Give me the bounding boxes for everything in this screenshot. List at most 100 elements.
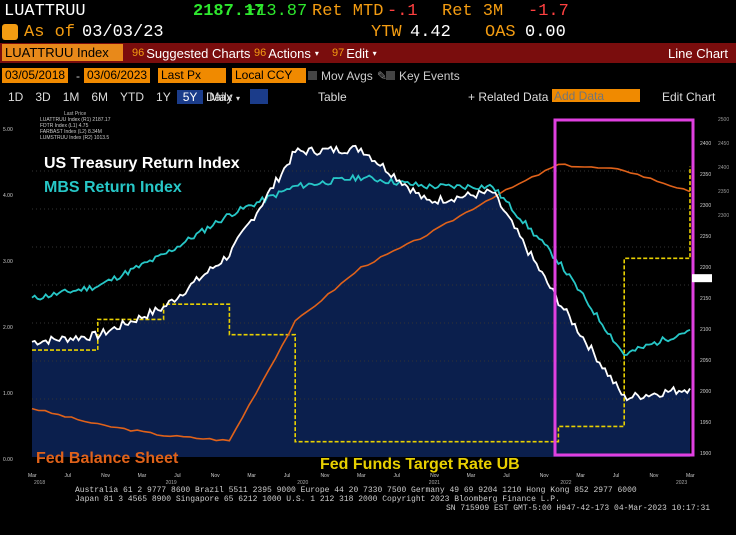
- frequency-label: Daily: [206, 89, 233, 104]
- footer: Australia 61 2 9777 8600 Brazil 5511 239…: [0, 486, 736, 530]
- mov-avgs-label: Mov Avgs: [321, 69, 373, 83]
- ticker[interactable]: LUATTRUU: [4, 1, 86, 21]
- actions-menu[interactable]: 96 Actions ▾: [248, 43, 325, 63]
- footer-line-3: SN 715909 EST GMT-5:00 H947-42-173 04-Ma…: [446, 504, 711, 513]
- x-axis-tick: Jul: [284, 473, 290, 479]
- line-style-icon[interactable]: [250, 89, 268, 104]
- key-events-label: Key Events: [399, 69, 460, 83]
- range-1m[interactable]: 1M: [62, 89, 80, 104]
- x-axis-tick: Mar: [28, 473, 37, 479]
- last-value-tag: [692, 274, 712, 283]
- edit-chart-button[interactable]: Edit Chart: [662, 89, 716, 104]
- left-axis-tick: 0.00: [3, 457, 13, 463]
- chevron-down-icon: ▾: [372, 48, 377, 58]
- x-axis-year: 2021: [429, 480, 440, 486]
- treasury-area: [32, 145, 690, 458]
- x-axis-tick: Mar: [247, 473, 256, 479]
- x-axis-tick: Mar: [686, 473, 695, 479]
- quote-row: LUATTRUU 2187.17 +13.87 Ret MTD -.1 Ret …: [0, 0, 736, 22]
- ret-mtd-value: -.1: [387, 1, 418, 21]
- add-data-input[interactable]: [552, 89, 640, 102]
- suggested-charts-hotkey: 96: [132, 47, 145, 59]
- x-axis-year: 2020: [297, 480, 308, 486]
- range-3d[interactable]: 3D: [35, 89, 51, 104]
- price-change: +13.87: [246, 1, 308, 21]
- ret-mtd-label: Ret MTD: [312, 1, 384, 21]
- related-data-button[interactable]: + Related Data: [468, 89, 549, 104]
- chart-toolbar: LUATTRUU Index 96 Suggested Charts 96 Acti…: [0, 43, 736, 63]
- pencil-icon: ✎: [376, 69, 387, 83]
- x-axis-tick: Jul: [174, 473, 180, 479]
- chevron-down-icon: ▾: [236, 93, 241, 103]
- range-1y[interactable]: 1Y: [156, 89, 171, 104]
- end-date-field[interactable]: 03/06/2023: [84, 68, 151, 83]
- x-axis-year: 2018: [34, 480, 45, 486]
- x-axis-tick: Jul: [394, 473, 400, 479]
- edit-hotkey: 97: [332, 47, 345, 59]
- x-axis-tick: Nov: [101, 473, 110, 479]
- right-axis-tick-secondary: 2450: [718, 141, 729, 147]
- checkbox-icon: [386, 71, 395, 80]
- right-axis-tick: 1900: [700, 451, 711, 457]
- ret-3m-value: -1.7: [528, 1, 569, 21]
- x-axis-tick: Mar: [576, 473, 585, 479]
- range-6m[interactable]: 6M: [91, 89, 109, 104]
- right-axis-tick-secondary: 2500: [718, 117, 729, 123]
- x-axis-tick: Nov: [320, 473, 329, 479]
- ret-3m-label: Ret 3M: [442, 1, 504, 21]
- right-axis-tick-secondary: 2400: [718, 165, 729, 171]
- edit-menu[interactable]: 97 Edit ▾: [326, 43, 383, 63]
- mov-avgs-toggle[interactable]: Mov Avgs ✎: [308, 69, 387, 83]
- security-field[interactable]: LUATTRUU Index: [2, 44, 123, 61]
- left-axis-tick: 5.00: [3, 127, 13, 133]
- right-axis-tick: 2150: [700, 296, 711, 302]
- right-axis-tick: 2350: [700, 172, 711, 178]
- fed-balance-line: [31, 163, 691, 442]
- chevron-down-icon: ▾: [314, 48, 319, 58]
- right-axis-tick-secondary: 2350: [718, 189, 729, 195]
- suggested-charts-label: Suggested Charts: [146, 45, 251, 61]
- fed-bs-annotation: Fed Balance Sheet: [36, 450, 179, 467]
- legend-item: LUMSTRUU Index (R2) 1013.5: [40, 135, 109, 141]
- edit-label: Edit: [346, 45, 369, 61]
- start-date-field[interactable]: 03/05/2018: [2, 68, 69, 83]
- fed-funds-annotation: Fed Funds Target Rate UB: [320, 456, 520, 473]
- range-1d[interactable]: 1D: [8, 89, 24, 104]
- frequency-select[interactable]: Daily ▾: [206, 90, 240, 104]
- legend-item: FDTR Index (L1) 4.75: [40, 123, 89, 129]
- suggested-charts-menu[interactable]: 96 Suggested Charts: [126, 43, 256, 63]
- oas-label: OAS: [485, 22, 516, 42]
- x-axis-tick: Jul: [503, 473, 509, 479]
- legend-title: Last Price: [64, 111, 86, 117]
- date-controls: 03/05/2018 - 03/06/2023 Last Px Local CC…: [0, 66, 736, 86]
- x-axis-tick: Mar: [357, 473, 366, 479]
- key-events-toggle[interactable]: Key Events: [386, 69, 460, 83]
- right-axis-tick: 2300: [700, 203, 711, 209]
- footer-line-1: Australia 61 2 9777 8600 Brazil 5511 239…: [75, 486, 637, 495]
- left-axis-tick: 4.00: [3, 193, 13, 199]
- treasury-annotation: US Treasury Return Index: [44, 155, 240, 172]
- right-axis-tick: 2000: [700, 389, 711, 395]
- legend-item: FARBAST Index (L2) 8.34M: [40, 129, 102, 135]
- right-axis-tick: 2200: [700, 265, 711, 271]
- price-field[interactable]: Last Px: [158, 68, 226, 83]
- currency-field[interactable]: Local CCY: [232, 68, 306, 83]
- highlight-box: [553, 118, 695, 457]
- range-ytd[interactable]: YTD: [120, 89, 145, 104]
- x-axis-tick: Mar: [138, 473, 147, 479]
- x-axis-year: 2019: [166, 480, 177, 486]
- table-button[interactable]: Table: [318, 89, 347, 104]
- x-axis-tick: Nov: [430, 473, 439, 479]
- right-axis-tick: 1950: [700, 420, 711, 426]
- x-axis-tick: Nov: [211, 473, 220, 479]
- range-5y[interactable]: 5Y: [176, 89, 204, 104]
- range-buttons: 1D 3D 1M 6M YTD 1Y 5Y Max: [2, 89, 238, 104]
- actions-label: Actions: [268, 45, 311, 61]
- asof-row: As of 03/03/23 YTW 4.42 OAS 0.00: [0, 22, 736, 42]
- alert-icon[interactable]: [2, 24, 18, 40]
- mbs-line: [31, 173, 691, 357]
- range-max[interactable]: Max: [209, 89, 233, 104]
- footer-line-2: Japan 81 3 4565 8900 Singapore 65 6212 1…: [75, 495, 560, 504]
- actions-hotkey: 96: [254, 47, 267, 59]
